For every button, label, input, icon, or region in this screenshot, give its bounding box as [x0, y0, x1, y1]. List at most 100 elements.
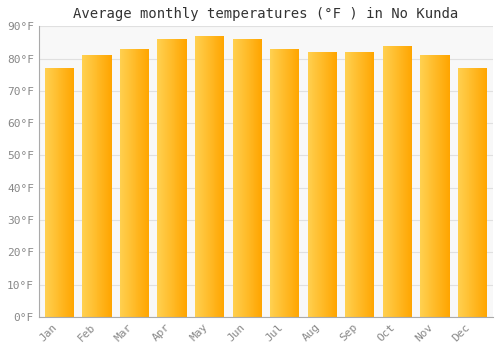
- Bar: [332, 52, 333, 317]
- Bar: [364, 52, 365, 317]
- Bar: [217, 36, 218, 317]
- Bar: [50, 68, 51, 317]
- Bar: [356, 52, 357, 317]
- Bar: [122, 49, 123, 317]
- Bar: [441, 55, 442, 317]
- Bar: [333, 52, 334, 317]
- Bar: [310, 52, 311, 317]
- Bar: [207, 36, 208, 317]
- Bar: [383, 46, 384, 317]
- Bar: [402, 46, 403, 317]
- Bar: [245, 39, 246, 317]
- Bar: [429, 55, 430, 317]
- Bar: [470, 68, 471, 317]
- Bar: [401, 46, 402, 317]
- Bar: [325, 52, 326, 317]
- Bar: [279, 49, 280, 317]
- Bar: [63, 68, 64, 317]
- Bar: [318, 52, 319, 317]
- Bar: [123, 49, 124, 317]
- Bar: [278, 49, 279, 317]
- Bar: [373, 52, 374, 317]
- Bar: [182, 39, 183, 317]
- Bar: [45, 68, 46, 317]
- Bar: [428, 55, 429, 317]
- Bar: [94, 55, 95, 317]
- Bar: [92, 55, 93, 317]
- Bar: [462, 68, 463, 317]
- Bar: [480, 68, 481, 317]
- Bar: [246, 39, 247, 317]
- Bar: [259, 39, 260, 317]
- Bar: [296, 49, 297, 317]
- Bar: [87, 55, 88, 317]
- Bar: [208, 36, 209, 317]
- Bar: [235, 39, 236, 317]
- Bar: [111, 55, 112, 317]
- Bar: [324, 52, 325, 317]
- Bar: [406, 46, 407, 317]
- Bar: [289, 49, 290, 317]
- Bar: [299, 49, 300, 317]
- Bar: [390, 46, 391, 317]
- Bar: [447, 55, 448, 317]
- Bar: [179, 39, 180, 317]
- Bar: [127, 49, 128, 317]
- Bar: [184, 39, 185, 317]
- Bar: [133, 49, 134, 317]
- Bar: [385, 46, 386, 317]
- Bar: [386, 46, 387, 317]
- Bar: [137, 49, 138, 317]
- Bar: [165, 39, 166, 317]
- Bar: [145, 49, 146, 317]
- Bar: [109, 55, 110, 317]
- Bar: [68, 68, 69, 317]
- Bar: [313, 52, 314, 317]
- Bar: [359, 52, 360, 317]
- Bar: [139, 49, 140, 317]
- Bar: [107, 55, 108, 317]
- Bar: [277, 49, 278, 317]
- Bar: [146, 49, 148, 317]
- Bar: [476, 68, 477, 317]
- Bar: [215, 36, 216, 317]
- Bar: [206, 36, 207, 317]
- Bar: [49, 68, 50, 317]
- Bar: [335, 52, 336, 317]
- Bar: [212, 36, 213, 317]
- Bar: [355, 52, 356, 317]
- Bar: [466, 68, 467, 317]
- Bar: [469, 68, 470, 317]
- Bar: [244, 39, 245, 317]
- Bar: [352, 52, 353, 317]
- Bar: [160, 39, 161, 317]
- Bar: [198, 36, 199, 317]
- Bar: [148, 49, 149, 317]
- Bar: [200, 36, 201, 317]
- Bar: [421, 55, 422, 317]
- Bar: [295, 49, 296, 317]
- Bar: [72, 68, 73, 317]
- Bar: [186, 39, 187, 317]
- Bar: [394, 46, 395, 317]
- Bar: [350, 52, 351, 317]
- Bar: [274, 49, 275, 317]
- Bar: [256, 39, 257, 317]
- Bar: [367, 52, 368, 317]
- Bar: [98, 55, 99, 317]
- Bar: [371, 52, 372, 317]
- Bar: [398, 46, 399, 317]
- Bar: [486, 68, 487, 317]
- Bar: [73, 68, 74, 317]
- Bar: [431, 55, 432, 317]
- Bar: [328, 52, 329, 317]
- Bar: [477, 68, 478, 317]
- Bar: [430, 55, 431, 317]
- Title: Average monthly temperatures (°F ) in No Kunda: Average monthly temperatures (°F ) in No…: [74, 7, 458, 21]
- Bar: [465, 68, 466, 317]
- Bar: [400, 46, 402, 317]
- Bar: [90, 55, 91, 317]
- Bar: [286, 49, 287, 317]
- Bar: [102, 55, 103, 317]
- Bar: [201, 36, 202, 317]
